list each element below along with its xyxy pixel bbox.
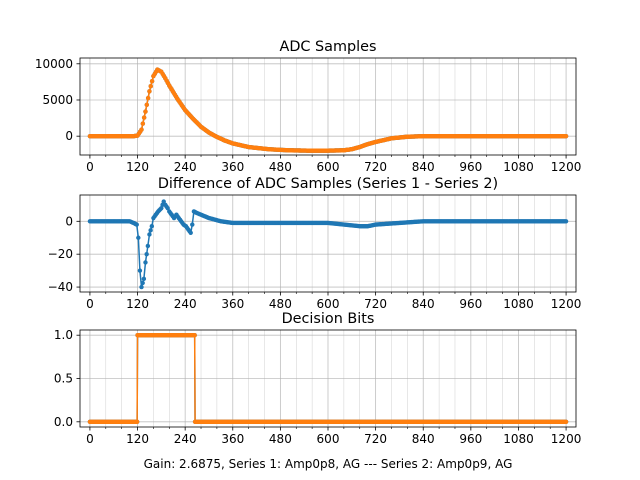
chart-3-x-tick-label: 240 bbox=[174, 432, 197, 446]
chart-3-series-2-marker bbox=[134, 419, 140, 424]
chart-2-x-tick-label: 480 bbox=[269, 297, 292, 311]
chart-3-x-tick-label: 120 bbox=[126, 432, 149, 446]
chart-2-frame bbox=[79, 194, 577, 293]
chart-3-y-tick-label: 0.5 bbox=[54, 372, 73, 386]
chart-3-x-tick-label: 0 bbox=[86, 432, 94, 446]
chart-2-y-tick-label: −40 bbox=[48, 280, 73, 294]
chart-3-series-2-marker bbox=[192, 333, 197, 338]
chart-2-y-tick-label: 0 bbox=[65, 214, 73, 228]
chart-3-x-tick-label: 600 bbox=[317, 432, 340, 446]
chart-2-series-1-marker bbox=[161, 199, 166, 204]
chart-2-x-tick-label: 240 bbox=[174, 297, 197, 311]
chart-1-series-2-markers bbox=[87, 67, 569, 153]
chart-3-series-2-marker bbox=[563, 419, 569, 424]
chart-1-series-2-marker bbox=[147, 89, 152, 94]
chart-1-x-tick-label: 0 bbox=[86, 160, 94, 174]
chart-1-series-2-marker bbox=[145, 95, 151, 101]
chart-1-series-2-marker bbox=[143, 109, 148, 114]
chart-2-series-1-marker bbox=[134, 222, 139, 227]
chart-1-title: ADC Samples bbox=[279, 39, 376, 55]
chart-2-series-1-marker bbox=[141, 276, 147, 282]
chart-3-x-tick-label: 360 bbox=[221, 432, 244, 446]
chart-3-y-tick-label: 0.0 bbox=[54, 415, 73, 429]
chart-2-x-tick-label: 360 bbox=[221, 297, 244, 311]
chart-1-series-2-marker bbox=[141, 115, 147, 120]
chart-1-series-2-marker bbox=[144, 102, 149, 108]
chart-2-series-1-marker bbox=[140, 280, 145, 286]
chart-3-x-tick-label: 1200 bbox=[551, 432, 582, 446]
chart-1-x-tick-label: 840 bbox=[412, 160, 435, 174]
chart-1-x-tick-label: 480 bbox=[269, 160, 292, 174]
chart-1-series-2-marker bbox=[140, 121, 146, 126]
chart-2-x-tick-label: 840 bbox=[412, 297, 435, 311]
chart-2-series-1-marker bbox=[145, 243, 151, 249]
chart-2-x-tick-label: 1200 bbox=[551, 297, 582, 311]
chart-1-series-2-marker bbox=[149, 78, 155, 84]
chart-3-x-tick-label: 720 bbox=[364, 432, 387, 446]
chart-2-series-1-marker bbox=[190, 222, 195, 227]
chart-3-x-tick-label: 1080 bbox=[503, 432, 534, 446]
chart-3-x-tick-label: 960 bbox=[459, 432, 482, 446]
chart-2-x-tick-label: 600 bbox=[317, 297, 340, 311]
chart-1-series-2-marker bbox=[563, 133, 569, 139]
chart-2-x-tick-label: 720 bbox=[364, 297, 387, 311]
chart-2-x-tick-label: 0 bbox=[86, 297, 94, 311]
chart-2-series-1-marker bbox=[165, 205, 170, 211]
chart-2-series-1-marker bbox=[148, 228, 153, 233]
chart-2-x-tick-label: 960 bbox=[459, 297, 482, 311]
chart-1-x-tick-label: 720 bbox=[364, 160, 387, 174]
chart-1-x-tick-label: 600 bbox=[317, 160, 340, 174]
chart-1-x-tick-label: 1200 bbox=[551, 160, 582, 174]
chart-2-series-1-marker bbox=[136, 235, 141, 240]
chart-3-y-tick-label: 1.0 bbox=[54, 328, 73, 342]
chart-1-y-tick-label: 0 bbox=[65, 129, 73, 143]
chart-1-x-tick-label: 240 bbox=[174, 160, 197, 174]
chart-2-series-1-marker bbox=[563, 219, 569, 224]
chart-1-frame bbox=[79, 57, 577, 156]
chart-1-series-2-marker bbox=[139, 127, 144, 132]
chart-2-x-tick-label: 1080 bbox=[503, 297, 534, 311]
chart-1-x-tick-label: 960 bbox=[459, 160, 482, 174]
chart-3-title: Decision Bits bbox=[282, 311, 375, 327]
chart-1-series-2-marker bbox=[148, 84, 153, 89]
chart-3-series-2-markers bbox=[87, 333, 569, 424]
chart-2-series-1-marker bbox=[139, 284, 144, 290]
chart-1-x-tick-label: 1080 bbox=[503, 160, 534, 174]
chart-1-x-tick-label: 120 bbox=[126, 160, 149, 174]
chart-1-y-tick-label: 5000 bbox=[42, 93, 73, 107]
chart-2-series-1-marker bbox=[143, 260, 148, 265]
chart-2-series-1-marker bbox=[149, 224, 155, 229]
chart-2-series-1-marker bbox=[144, 251, 149, 257]
chart-2-series-1-marker bbox=[137, 268, 143, 273]
chart-2-series-1-marker bbox=[147, 232, 152, 237]
chart-2-y-tick-label: −20 bbox=[48, 247, 73, 261]
chart-2-series-1-markers bbox=[87, 199, 569, 290]
figure-footer: Gain: 2.6875, Series 1: Amp0p8, AG --- S… bbox=[144, 457, 513, 471]
chart-1-y-tick-label: 10000 bbox=[35, 57, 73, 71]
chart-1-x-tick-label: 360 bbox=[221, 160, 244, 174]
chart-2-x-tick-label: 120 bbox=[126, 297, 149, 311]
chart-2-series-1-marker bbox=[188, 230, 193, 236]
chart-3-x-tick-label: 480 bbox=[269, 432, 292, 446]
chart-3-frame bbox=[79, 329, 577, 428]
chart-3-x-tick-label: 840 bbox=[412, 432, 435, 446]
chart-2-title: Difference of ADC Samples (Series 1 - Se… bbox=[158, 176, 498, 192]
